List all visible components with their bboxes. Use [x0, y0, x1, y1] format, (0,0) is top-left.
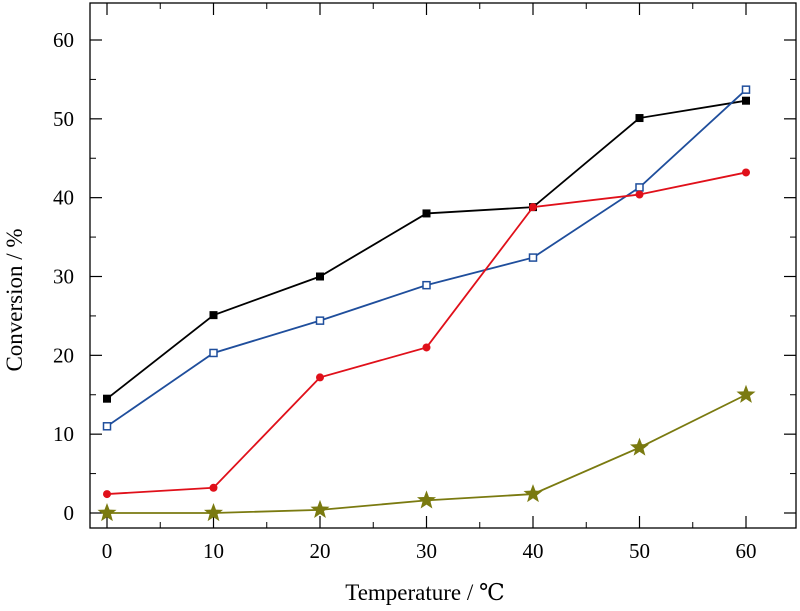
x-tick-label: 20 — [310, 539, 331, 563]
series-3 — [103, 168, 750, 499]
data-point — [316, 373, 324, 382]
data-point — [102, 422, 112, 431]
series-line — [106, 99, 747, 400]
data-point — [422, 280, 431, 290]
y-tick-label: 10 — [53, 422, 74, 446]
series-4 — [97, 384, 756, 522]
y-tick-label: 50 — [53, 107, 74, 131]
y-tick-label: 60 — [53, 28, 74, 52]
data-point — [741, 85, 751, 94]
x-tick-label: 40 — [523, 539, 544, 563]
data-point — [635, 183, 644, 192]
data-point — [635, 190, 644, 199]
data-point — [310, 499, 330, 518]
data-point — [529, 203, 537, 212]
series-2 — [102, 85, 751, 431]
y-tick-label: 30 — [53, 265, 74, 289]
data-point — [629, 437, 650, 456]
data-point — [103, 490, 111, 499]
series-line — [106, 88, 747, 428]
data-point — [635, 114, 644, 123]
data-point — [103, 394, 111, 403]
x-tick-label: 60 — [736, 539, 757, 563]
y-axis-ticks: 0 10 20 30 40 50 60 — [53, 28, 796, 525]
y-tick-label: 40 — [53, 186, 74, 210]
data-point — [316, 272, 324, 281]
data-point — [209, 311, 218, 320]
data-point — [315, 316, 325, 325]
data-point — [416, 490, 437, 509]
data-point — [422, 343, 431, 352]
data-point — [523, 484, 543, 503]
series-layer — [97, 85, 756, 522]
x-tick-label: 50 — [629, 539, 650, 563]
x-axis-title: Temperature / ℃ — [345, 580, 505, 605]
data-point — [422, 209, 431, 218]
y-axis-title: Conversion / % — [2, 228, 27, 371]
data-point — [736, 384, 756, 403]
x-tick-label: 10 — [203, 539, 224, 563]
data-point — [97, 503, 117, 522]
x-axis-ticks: 0 10 20 30 40 50 60 — [102, 3, 757, 563]
x-tick-label: 30 — [416, 539, 437, 563]
data-point — [209, 348, 218, 358]
y-tick-label: 0 — [64, 501, 75, 525]
series-1 — [103, 96, 750, 403]
data-point — [528, 253, 538, 262]
data-point — [203, 503, 224, 522]
series-line — [106, 171, 747, 495]
x-tick-label: 0 — [102, 539, 113, 563]
data-point — [209, 483, 218, 492]
data-point — [742, 96, 750, 105]
data-point — [742, 168, 750, 177]
plot-frame — [89, 2, 797, 529]
y-tick-label: 20 — [53, 343, 74, 367]
